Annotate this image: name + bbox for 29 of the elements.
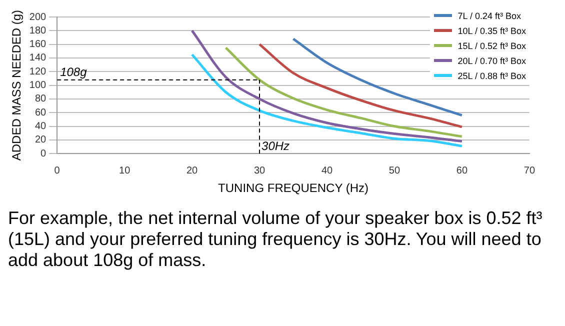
x-tick-label: 20 [186,165,198,176]
y-tick-label: 120 [29,66,47,78]
x-tick-label: 0 [54,165,60,176]
ref-line-label: 30Hz [262,138,290,153]
legend-label: 7L / 0.24 ft³ Box [458,10,521,20]
legend-label: 15L / 0.52 ft³ Box [458,40,526,50]
legend-label: 10L / 0.35 ft³ Box [458,26,526,36]
x-axis-title: TUNING FREQUENCY (Hz) [218,181,368,196]
x-tick-label: 50 [388,165,400,176]
x-tick-label: 60 [456,165,468,176]
y-tick-label: 20 [34,134,47,146]
x-tick-label: 10 [119,165,131,176]
y-tick-label: 0 [40,148,47,160]
legend-label: 20L / 0.70 ft³ Box [458,56,526,66]
y-tick-label: 100 [29,80,47,92]
x-tick-label: 70 [524,165,536,176]
y-tick-label: 140 [29,52,47,64]
ref-line-label: 108g [60,65,88,80]
y-tick-label: 60 [34,107,47,118]
y-axis-title: ADDED MASS NEEDED (g) [10,10,24,161]
y-tick-label: 180 [29,25,47,36]
y-tick-label: 40 [34,121,47,132]
x-tick-label: 40 [321,165,333,176]
y-tick-label: 160 [29,39,47,50]
y-tick-label: 80 [34,94,47,105]
y-tick-label: 200 [29,12,47,23]
text: For example, the net internal volume of your speaker box is 0.52 ft³ (15L) and your preferred tuning frequency is 30Hz. You will need to add about 108g of mass. [8,208,544,271]
x-tick-label: 30 [254,165,266,176]
legend-label: 25L / 0.88 ft³ Box [458,70,526,80]
